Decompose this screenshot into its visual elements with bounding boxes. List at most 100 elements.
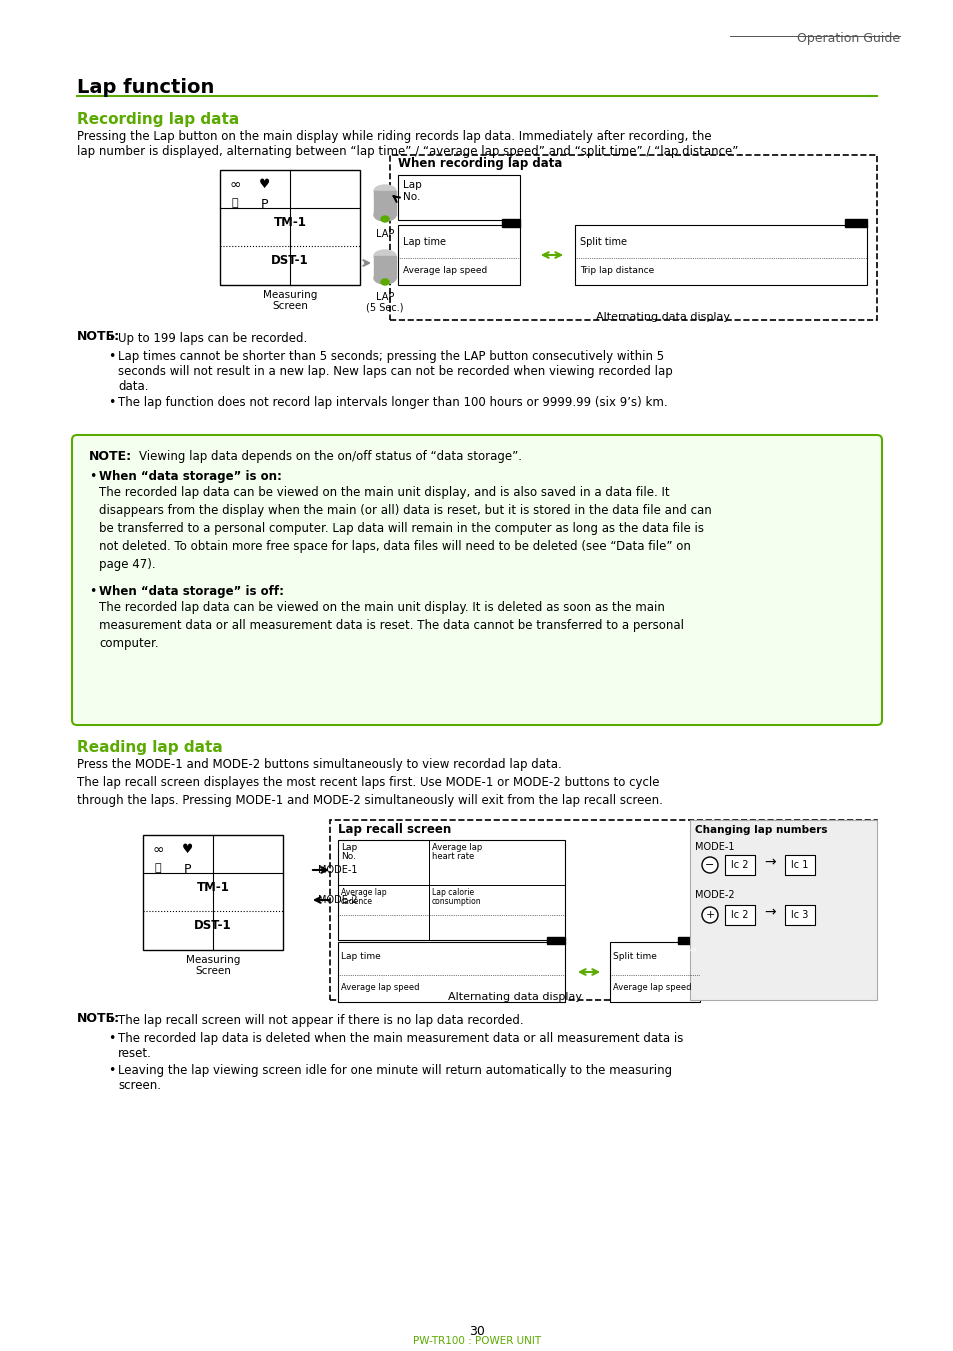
Bar: [724, 855, 754, 875]
Text: MODE-1: MODE-1: [317, 865, 357, 875]
Text: MODE-2: MODE-2: [695, 890, 734, 900]
Bar: [374, 255, 395, 278]
Bar: [678, 938, 700, 944]
Text: LAP: LAP: [551, 947, 560, 952]
Text: Alternating data display: Alternating data display: [448, 992, 581, 1002]
Ellipse shape: [374, 272, 395, 284]
Text: •: •: [108, 1032, 115, 1046]
Text: Split time: Split time: [579, 236, 626, 247]
Text: Lap: Lap: [402, 180, 421, 190]
Ellipse shape: [374, 209, 395, 222]
Text: LAP: LAP: [505, 231, 517, 236]
Text: ∞: ∞: [229, 178, 240, 192]
Text: (5 Sec.): (5 Sec.): [366, 303, 403, 312]
Text: lc 2: lc 2: [731, 911, 748, 920]
Bar: [784, 905, 814, 925]
Text: LAP: LAP: [375, 292, 394, 303]
Text: Alternating data display: Alternating data display: [596, 312, 730, 322]
Text: lc 1: lc 1: [790, 861, 808, 870]
Bar: [397, 226, 519, 285]
Bar: [546, 938, 564, 944]
Text: Screen: Screen: [272, 301, 308, 311]
Ellipse shape: [380, 216, 389, 222]
Text: consumption: consumption: [432, 897, 481, 907]
Text: −: −: [704, 861, 714, 870]
Bar: [575, 226, 866, 285]
Text: NOTE:: NOTE:: [77, 1012, 120, 1025]
Text: Lap function: Lap function: [77, 78, 214, 97]
Text: The lap function does not record lap intervals longer than 100 hours or 9999.99 : The lap function does not record lap int…: [118, 396, 667, 409]
Text: P: P: [184, 863, 192, 875]
Text: cadence: cadence: [340, 897, 373, 907]
Text: ∞: ∞: [152, 843, 164, 857]
Text: Leaving the lap viewing screen idle for one minute will return automatically to : Leaving the lap viewing screen idle for …: [118, 1065, 672, 1092]
Text: S LAP: S LAP: [846, 231, 863, 236]
Text: Trip lap distance: Trip lap distance: [579, 266, 654, 276]
Text: The recorded lap data can be viewed on the main unit display, and is also saved : The recorded lap data can be viewed on t…: [99, 486, 711, 571]
Text: Average lap: Average lap: [432, 843, 481, 852]
Text: Measuring: Measuring: [186, 955, 240, 965]
Text: When recording lap data: When recording lap data: [397, 157, 561, 170]
Text: ♥: ♥: [182, 843, 193, 857]
Text: NOTE:: NOTE:: [77, 330, 120, 343]
Text: •: •: [108, 1015, 115, 1027]
Text: Measuring: Measuring: [262, 290, 316, 300]
Text: DST-1: DST-1: [271, 254, 309, 267]
FancyBboxPatch shape: [71, 435, 882, 725]
Text: Changing lap numbers: Changing lap numbers: [695, 825, 826, 835]
Bar: [609, 942, 700, 1002]
Circle shape: [701, 907, 718, 923]
Text: Average lap speed: Average lap speed: [613, 984, 691, 992]
Text: Press the MODE-1 and MODE-2 buttons simultaneously to view recordad lap data.
Th: Press the MODE-1 and MODE-2 buttons simu…: [77, 758, 662, 807]
Text: →: →: [763, 905, 775, 919]
Text: DST-1: DST-1: [194, 919, 232, 932]
Text: Lap time: Lap time: [340, 952, 380, 961]
Text: Recording lap data: Recording lap data: [77, 112, 239, 127]
Bar: [374, 190, 395, 215]
Ellipse shape: [374, 250, 395, 262]
Text: Lap times cannot be shorter than 5 seconds; pressing the LAP button consecutivel: Lap times cannot be shorter than 5 secon…: [118, 350, 672, 393]
Bar: [724, 905, 754, 925]
Text: Up to 199 laps can be recorded.: Up to 199 laps can be recorded.: [118, 332, 307, 345]
Text: Lap calorie: Lap calorie: [432, 888, 474, 897]
Text: •: •: [89, 470, 96, 484]
Bar: [844, 219, 866, 227]
Bar: [337, 942, 564, 1002]
Bar: [689, 820, 876, 1000]
Text: Lap: Lap: [340, 843, 356, 852]
Ellipse shape: [374, 185, 395, 197]
Text: •: •: [89, 585, 96, 598]
Text: •: •: [108, 396, 115, 409]
Text: 30: 30: [469, 1325, 484, 1337]
Text: lc 2: lc 2: [731, 861, 748, 870]
Text: P: P: [261, 199, 269, 211]
Text: Reading lap data: Reading lap data: [77, 740, 222, 755]
Bar: [337, 840, 564, 940]
Text: No.: No.: [402, 192, 420, 203]
Bar: [397, 176, 519, 220]
Text: S LAP: S LAP: [680, 947, 696, 952]
Text: Average lap speed: Average lap speed: [402, 266, 487, 276]
Text: Viewing lap data depends on the on/off status of “data storage”.: Viewing lap data depends on the on/off s…: [139, 450, 521, 463]
Text: No.: No.: [340, 852, 355, 861]
Circle shape: [701, 857, 718, 873]
Text: ♥: ♥: [259, 178, 271, 190]
Text: When “data storage” is off:: When “data storage” is off:: [99, 585, 284, 598]
Text: The recorded lap data can be viewed on the main unit display. It is deleted as s: The recorded lap data can be viewed on t…: [99, 601, 683, 650]
Bar: [220, 170, 359, 285]
Text: Screen: Screen: [194, 966, 231, 975]
Text: 🔧: 🔧: [154, 863, 161, 873]
Text: •: •: [108, 1065, 115, 1077]
Text: Average lap speed: Average lap speed: [340, 984, 419, 992]
Text: →: →: [763, 855, 775, 869]
Text: MODE-2: MODE-2: [317, 894, 357, 905]
Bar: [501, 219, 519, 227]
Text: Operation Guide: Operation Guide: [796, 32, 899, 45]
Text: Lap recall screen: Lap recall screen: [337, 823, 451, 836]
Text: LAP: LAP: [375, 230, 394, 239]
Bar: [143, 835, 283, 950]
Text: MODE-1: MODE-1: [695, 842, 734, 852]
Text: Lap time: Lap time: [402, 236, 446, 247]
Text: •: •: [108, 332, 115, 345]
Text: NOTE:: NOTE:: [89, 450, 132, 463]
